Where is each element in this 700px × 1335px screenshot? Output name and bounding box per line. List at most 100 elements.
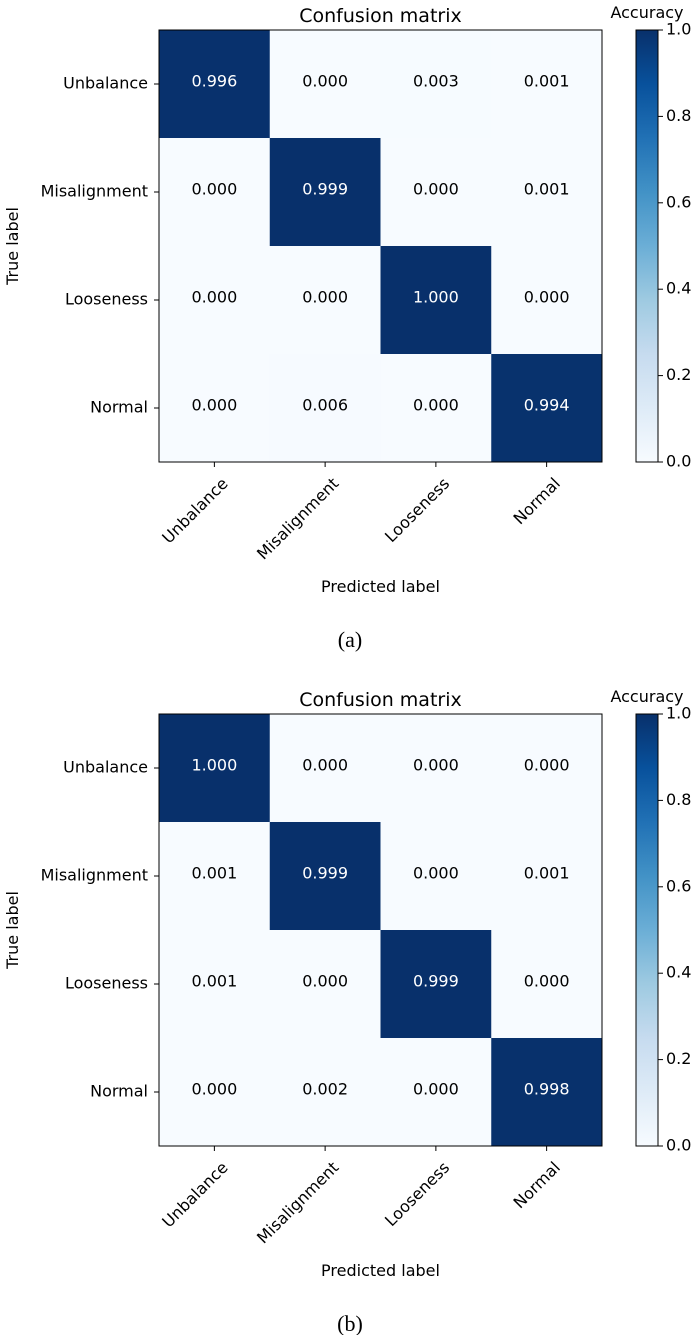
y-tick-label: Misalignment	[41, 182, 148, 201]
cell-value-label: 0.001	[524, 72, 570, 91]
cell-value-label: 0.000	[191, 288, 237, 307]
cell-value-label: 0.000	[302, 288, 348, 307]
cell-value-label: 0.000	[524, 972, 570, 991]
panel-caption: (a)	[338, 627, 362, 652]
heatmap-cell	[491, 246, 603, 355]
colorbar-tick-label: 0.8	[666, 790, 691, 809]
chart-title: Confusion matrix	[299, 5, 461, 27]
colorbar-tick-label: 0.0	[666, 452, 691, 471]
heatmap-cell	[380, 930, 492, 1039]
y-tick-label: Unbalance	[63, 758, 148, 777]
cell-value-label: 0.006	[302, 396, 348, 415]
heatmap-cell	[269, 354, 381, 463]
heatmap-cell	[159, 714, 271, 823]
heatmap-cell	[491, 822, 603, 931]
heatmap-cell	[159, 354, 271, 463]
cell-value-label: 1.000	[191, 756, 237, 775]
cell-value-label: 0.996	[191, 72, 237, 91]
colorbar	[635, 29, 659, 463]
x-tick-label: Looseness	[381, 474, 453, 546]
x-tick-label: Misalignment	[253, 474, 342, 563]
heatmap-cell	[269, 930, 381, 1039]
heatmap-cell	[269, 822, 381, 931]
cell-value-label: 0.000	[413, 396, 459, 415]
cell-value-label: 0.000	[191, 396, 237, 415]
colorbar-tick-label: 1.0	[666, 704, 691, 723]
colorbar-label: Accuracy	[610, 3, 683, 22]
heatmap-cell	[380, 30, 492, 139]
heatmap-cell	[491, 930, 603, 1039]
heatmap-cell	[269, 246, 381, 355]
cell-value-label: 0.999	[302, 180, 348, 199]
colorbar-tick-label: 0.4	[666, 963, 691, 982]
cell-value-label: 0.003	[413, 72, 459, 91]
heatmap-cell	[380, 354, 492, 463]
cell-value-label: 1.000	[413, 288, 459, 307]
x-axis-label: Predicted label	[321, 577, 440, 596]
y-tick-label: Normal	[90, 398, 148, 417]
cell-value-label: 0.000	[413, 1080, 459, 1099]
x-tick-label: Unbalance	[158, 1158, 231, 1231]
heatmap-cell	[491, 714, 603, 823]
x-tick-label: Unbalance	[158, 474, 231, 547]
colorbar-tick-label: 0.6	[666, 192, 691, 211]
cell-value-label: 0.001	[524, 180, 570, 199]
heatmap-cell	[380, 1038, 492, 1147]
heatmap-cell	[159, 822, 271, 931]
cell-value-label: 0.000	[524, 288, 570, 307]
cell-value-label: 0.998	[524, 1080, 570, 1099]
heatmap-cell	[491, 1038, 603, 1147]
colorbar-tick-label: 0.0	[666, 1136, 691, 1155]
heatmap-cell	[159, 930, 271, 1039]
colorbar-tick-label: 1.0	[666, 20, 691, 39]
cell-value-label: 0.000	[302, 72, 348, 91]
cell-value-label: 0.001	[191, 972, 237, 991]
colorbar-tick-label: 0.2	[666, 1049, 691, 1068]
heatmap-cell	[269, 30, 381, 139]
heatmap-cell	[380, 822, 492, 931]
cell-value-label: 0.999	[302, 864, 348, 883]
heatmap-cell	[380, 138, 492, 247]
x-tick-label: Looseness	[381, 1158, 453, 1230]
heatmap-cell	[269, 1038, 381, 1147]
plot-frame	[158, 29, 603, 463]
heatmap-cell	[491, 138, 603, 247]
cell-value-label: 0.994	[524, 396, 570, 415]
cell-value-label: 0.000	[524, 756, 570, 775]
cell-value-label: 0.000	[191, 1080, 237, 1099]
y-tick-label: Looseness	[65, 974, 148, 993]
heatmap-cell	[159, 1038, 271, 1147]
cell-value-label: 0.001	[191, 864, 237, 883]
cell-value-label: 0.000	[413, 756, 459, 775]
colorbar-tick-label: 0.4	[666, 279, 691, 298]
heatmap-cell	[269, 138, 381, 247]
cell-value-label: 0.999	[413, 972, 459, 991]
heatmap-cell	[159, 30, 271, 139]
cell-value-label: 0.000	[302, 972, 348, 991]
cell-value-label: 0.000	[413, 864, 459, 883]
cell-value-label: 0.000	[302, 756, 348, 775]
y-tick-label: Misalignment	[41, 866, 148, 885]
y-axis-label: True label	[3, 891, 22, 970]
cell-value-label: 0.001	[524, 864, 570, 883]
cell-value-label: 0.000	[413, 180, 459, 199]
y-tick-label: Looseness	[65, 290, 148, 309]
cell-value-label: 0.000	[191, 180, 237, 199]
heatmap-cell	[380, 246, 492, 355]
colorbar-tick-label: 0.6	[666, 876, 691, 895]
colorbar-tick-label: 0.2	[666, 365, 691, 384]
heatmap-cell	[491, 354, 603, 463]
x-tick-label: Misalignment	[253, 1158, 342, 1247]
x-tick-label: Normal	[510, 1158, 564, 1212]
colorbar-tick-label: 0.8	[666, 106, 691, 125]
y-tick-label: Normal	[90, 1082, 148, 1101]
heatmap-cell	[269, 714, 381, 823]
y-tick-label: Unbalance	[63, 74, 148, 93]
x-axis-label: Predicted label	[321, 1261, 440, 1280]
heatmap-cell	[491, 30, 603, 139]
cell-value-label: 0.002	[302, 1080, 348, 1099]
plot-frame	[158, 713, 603, 1147]
heatmap-cell	[159, 246, 271, 355]
